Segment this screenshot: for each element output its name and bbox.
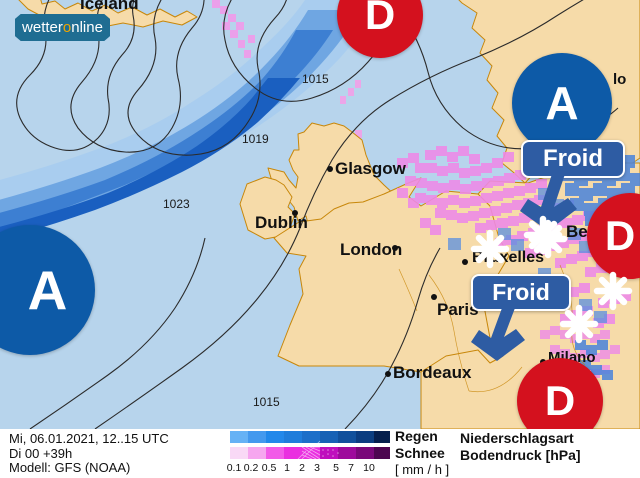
svg-text:3: 3 bbox=[314, 462, 320, 474]
svg-text:Niederschlagsart: Niederschlagsart bbox=[460, 430, 574, 446]
svg-text:5: 5 bbox=[333, 462, 339, 474]
svg-text:0.2: 0.2 bbox=[244, 462, 259, 474]
svg-text:2: 2 bbox=[299, 462, 305, 474]
svg-text:0.1: 0.1 bbox=[227, 462, 242, 474]
svg-text:[ mm / h ]: [ mm / h ] bbox=[395, 462, 449, 477]
svg-text:Bodendruck [hPa]: Bodendruck [hPa] bbox=[460, 447, 581, 463]
svg-text:7: 7 bbox=[348, 462, 354, 474]
svg-text:Schnee: Schnee bbox=[395, 445, 445, 461]
svg-text:Regen: Regen bbox=[395, 429, 438, 444]
svg-text:0.5: 0.5 bbox=[262, 462, 277, 474]
svg-text:10: 10 bbox=[363, 462, 375, 474]
svg-text:1: 1 bbox=[284, 462, 290, 474]
